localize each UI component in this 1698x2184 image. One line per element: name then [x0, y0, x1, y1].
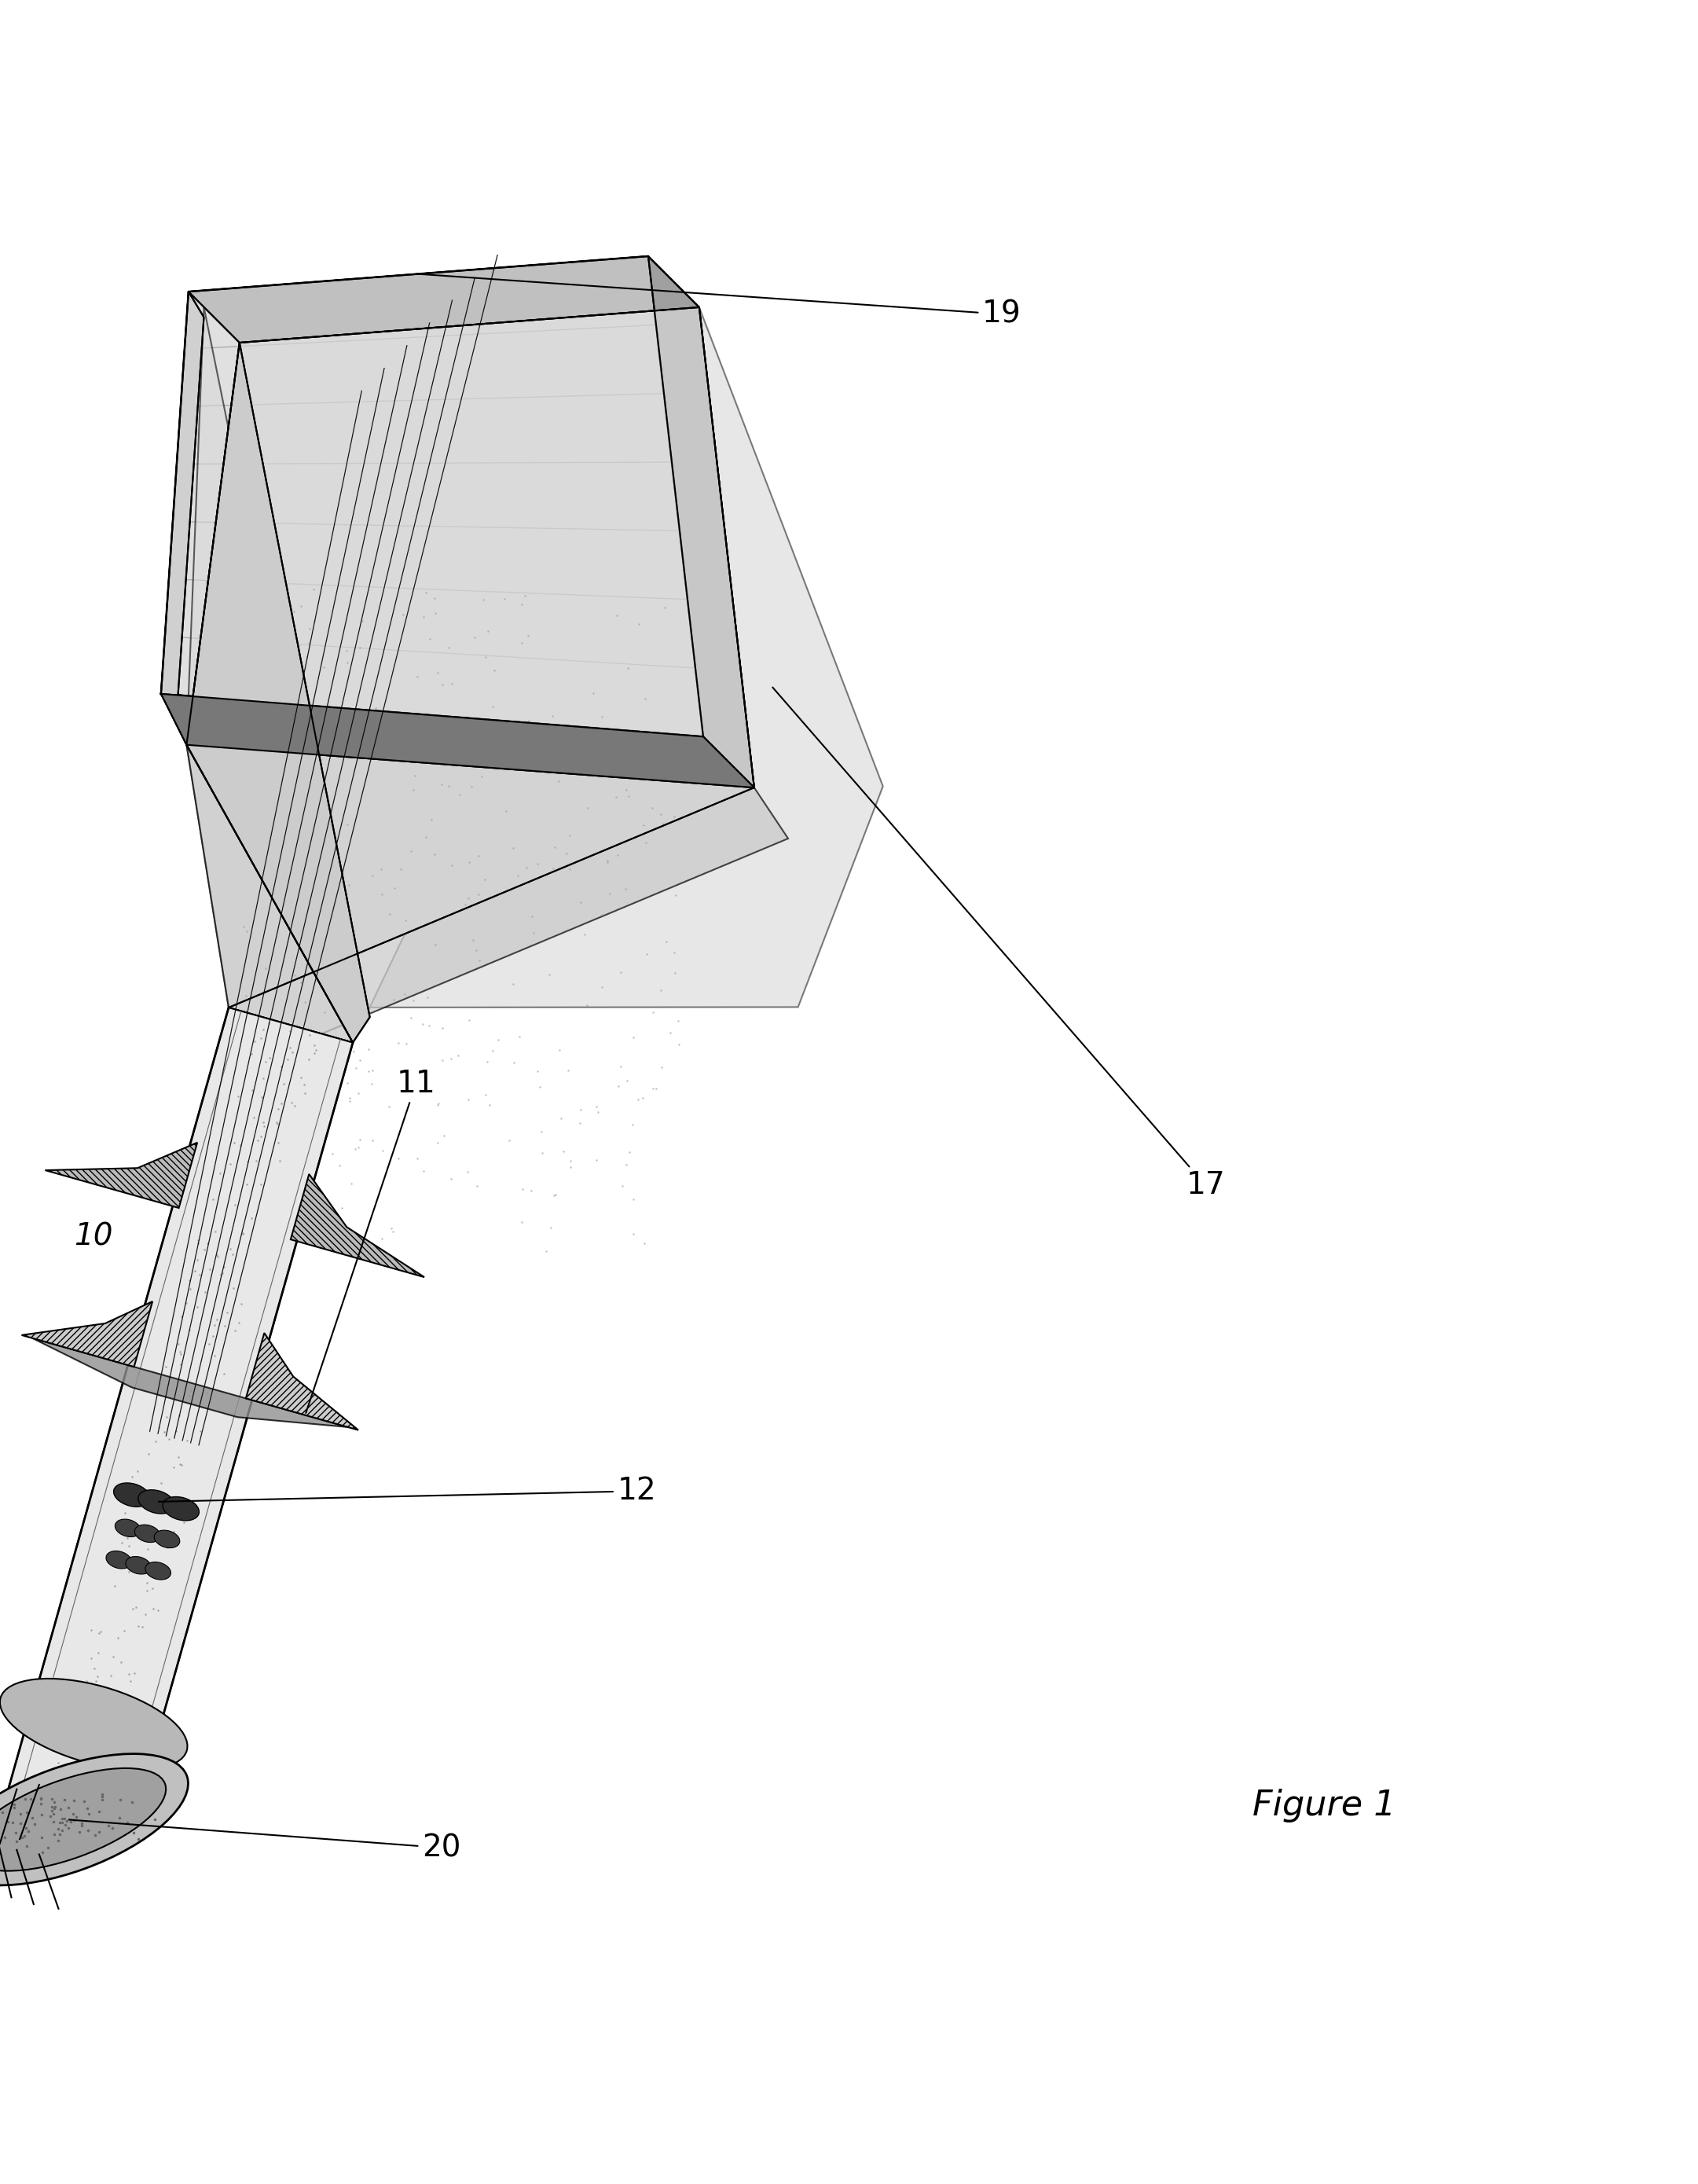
Ellipse shape [163, 1496, 199, 1520]
Polygon shape [22, 1302, 153, 1367]
Polygon shape [290, 1175, 424, 1278]
Ellipse shape [0, 1769, 166, 1872]
Polygon shape [187, 308, 353, 1042]
Ellipse shape [0, 1754, 188, 1885]
Polygon shape [246, 1332, 358, 1431]
Ellipse shape [155, 1531, 180, 1548]
Ellipse shape [134, 1524, 160, 1542]
Ellipse shape [105, 1551, 132, 1568]
Text: 20: 20 [70, 1819, 460, 1863]
Polygon shape [161, 695, 754, 788]
Polygon shape [46, 1142, 197, 1208]
Polygon shape [187, 745, 788, 1059]
Text: 12: 12 [158, 1476, 655, 1507]
Polygon shape [177, 282, 694, 712]
Ellipse shape [126, 1557, 151, 1575]
Polygon shape [32, 1339, 348, 1426]
Polygon shape [187, 308, 883, 1042]
Ellipse shape [0, 1679, 187, 1769]
Polygon shape [188, 256, 700, 343]
Polygon shape [161, 256, 703, 736]
Polygon shape [187, 745, 754, 1042]
Text: Figure 1: Figure 1 [1253, 1789, 1396, 1821]
Polygon shape [649, 256, 754, 788]
Text: 10: 10 [75, 1221, 112, 1251]
Text: 17: 17 [773, 688, 1226, 1201]
Polygon shape [161, 695, 754, 788]
Ellipse shape [114, 1483, 149, 1507]
Text: 11: 11 [306, 1068, 436, 1413]
Polygon shape [5, 1007, 353, 1837]
Polygon shape [187, 308, 754, 1042]
Polygon shape [161, 293, 204, 719]
Ellipse shape [146, 1562, 171, 1579]
Text: 19: 19 [421, 275, 1022, 330]
Ellipse shape [138, 1489, 175, 1514]
Polygon shape [187, 343, 370, 1042]
Ellipse shape [115, 1520, 141, 1538]
